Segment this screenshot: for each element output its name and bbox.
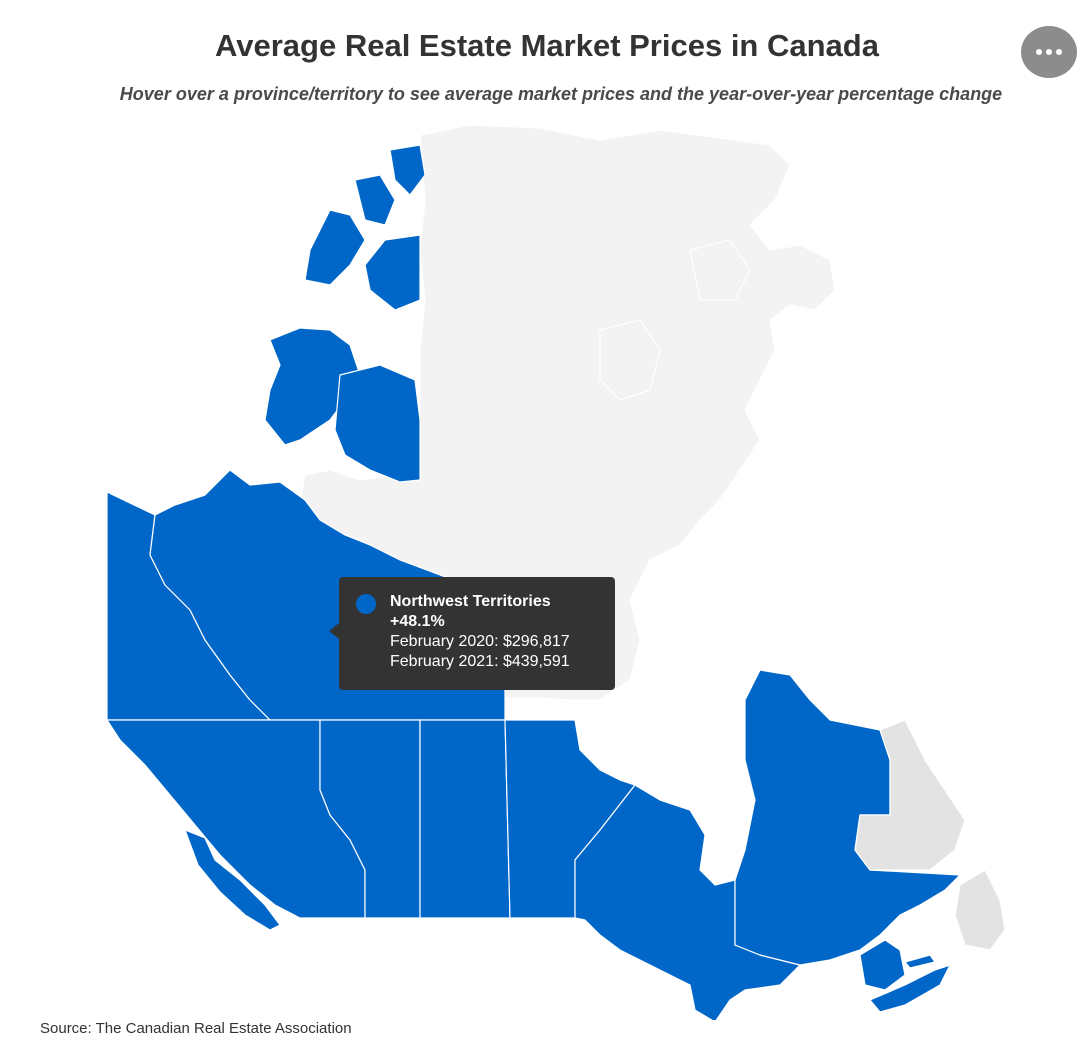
- more-horizontal-icon: [1036, 49, 1062, 55]
- more-options-button[interactable]: [1021, 26, 1077, 78]
- tooltip-swatch: [356, 594, 376, 614]
- region-british-columbia[interactable]: [106, 719, 366, 931]
- region-new-brunswick[interactable]: [859, 939, 906, 991]
- region-northwest-territories-islands[interactable]: [264, 144, 426, 483]
- region-prince-edward-island[interactable]: [904, 954, 936, 969]
- region-saskatchewan[interactable]: [419, 719, 511, 919]
- region-tooltip: Northwest Territories +48.1% February 20…: [329, 577, 615, 690]
- tooltip-region-name: Northwest Territories: [390, 593, 551, 610]
- chart-title: Average Real Estate Market Prices in Can…: [215, 28, 879, 63]
- region-ontario[interactable]: [574, 784, 801, 1020]
- tooltip-arrow: [329, 623, 339, 639]
- tooltip-value-2020: February 2020: $296,817: [390, 633, 570, 650]
- region-nova-scotia[interactable]: [869, 964, 951, 1013]
- region-newfoundland-and-labrador[interactable]: [854, 719, 1006, 951]
- source-note: Source: The Canadian Real Estate Associa…: [40, 1020, 352, 1037]
- canada-map: [106, 124, 1006, 1020]
- tooltip-change: +48.1%: [390, 613, 445, 630]
- chart-subtitle: Hover over a province/territory to see a…: [119, 84, 1003, 104]
- tooltip-value-2021: February 2021: $439,591: [390, 653, 570, 670]
- region-nunavut[interactable]: [299, 124, 836, 701]
